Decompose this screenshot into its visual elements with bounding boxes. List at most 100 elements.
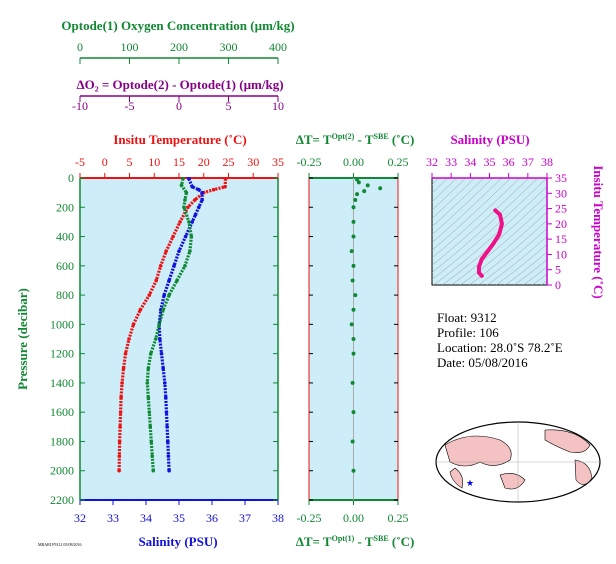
oxygen-point bbox=[149, 439, 154, 444]
salinity-point bbox=[177, 249, 181, 253]
temperature-point bbox=[171, 234, 175, 239]
salinity-tick-label: 34 bbox=[140, 511, 152, 525]
oxygen-point bbox=[188, 249, 192, 253]
salinity-tick-label: 32 bbox=[74, 511, 86, 525]
ts-density-line bbox=[522, 266, 547, 285]
dt-point bbox=[378, 186, 383, 191]
temperature-point bbox=[154, 278, 159, 283]
salinity-point bbox=[164, 410, 169, 414]
dt-tick-label-top: -0.25 bbox=[297, 155, 322, 169]
dt-tick-label-bottom: -0.25 bbox=[297, 511, 322, 525]
pressure-tick-label: 1800 bbox=[50, 434, 74, 448]
temperature-point bbox=[119, 395, 123, 400]
ts-density-line bbox=[513, 259, 547, 285]
dt-tick-label-bottom: 0.25 bbox=[388, 511, 409, 525]
dt-top-label: ΔT= TOpt(2) - TSBE (˚C) bbox=[296, 132, 415, 147]
temperature-tick-label: 15 bbox=[173, 155, 185, 169]
dt-point bbox=[351, 337, 356, 341]
pressure-tick-label: 800 bbox=[56, 288, 74, 302]
pressure-tick-label: 600 bbox=[56, 259, 74, 273]
footer-tiny-label: MBARI F9312 05/08/2016 bbox=[38, 542, 82, 547]
oxygen-point bbox=[179, 183, 184, 188]
temperature-point bbox=[123, 351, 128, 356]
pressure-tick-label: 1200 bbox=[50, 347, 74, 361]
float-id: Float: 9312 bbox=[437, 310, 497, 325]
temperature-point bbox=[117, 468, 121, 473]
ts-point bbox=[491, 242, 495, 246]
ts-curve bbox=[476, 208, 504, 278]
salinity-point bbox=[183, 234, 188, 239]
dt-point bbox=[353, 197, 358, 202]
salinity-point bbox=[165, 439, 170, 444]
dt-point bbox=[351, 205, 356, 210]
temperature-tick-label: 35 bbox=[272, 155, 284, 169]
ts-point bbox=[477, 265, 481, 269]
temperature-point bbox=[223, 176, 228, 181]
dt-point bbox=[365, 183, 370, 188]
salinity-point bbox=[193, 212, 198, 217]
location: Location: 28.0˚S 78.2˚E bbox=[437, 340, 563, 355]
oxygen-point bbox=[183, 264, 187, 268]
dt-point bbox=[353, 293, 358, 298]
delta-o2-tick-label: 5 bbox=[226, 99, 232, 113]
main-panel bbox=[79, 177, 279, 501]
oxygen-point bbox=[182, 205, 186, 210]
oxygen-point bbox=[147, 410, 152, 414]
delta-o2-tick-label: 0 bbox=[176, 99, 182, 113]
world-map: ★ bbox=[435, 421, 601, 503]
oxygen-point bbox=[150, 454, 155, 458]
pressure-tick-label: 2000 bbox=[50, 464, 74, 478]
ts-x-tick-label: 32 bbox=[426, 155, 438, 169]
salinity-tick-label: 37 bbox=[239, 511, 251, 525]
oxygen-tick-label: 200 bbox=[170, 40, 188, 54]
temperature-point bbox=[147, 293, 152, 297]
dt-point bbox=[351, 234, 356, 239]
ts-density-line bbox=[540, 280, 547, 285]
ts-density-line bbox=[432, 186, 547, 285]
ts-x-tick-label: 37 bbox=[522, 155, 534, 169]
salinity-point bbox=[161, 366, 165, 371]
salinity-tick-label: 35 bbox=[173, 511, 185, 525]
dt-point bbox=[355, 192, 360, 197]
salinity-point bbox=[159, 351, 164, 356]
dt-point bbox=[362, 189, 367, 194]
temperature-point bbox=[131, 322, 136, 327]
ts-point bbox=[477, 271, 481, 275]
dt-tick-label-top: 0.25 bbox=[388, 155, 409, 169]
temperature-point bbox=[138, 307, 143, 312]
salinity-point bbox=[187, 176, 191, 181]
ts-x-tick-label: 36 bbox=[503, 155, 515, 169]
dt-point bbox=[351, 263, 356, 268]
oxygen-tick-label: 400 bbox=[269, 40, 287, 54]
dt-point bbox=[350, 380, 355, 385]
ts-x-tick-label: 34 bbox=[464, 155, 476, 169]
dt-point bbox=[351, 307, 356, 312]
salinity-point bbox=[190, 220, 194, 224]
ts-point bbox=[497, 232, 501, 237]
temperature-point bbox=[164, 249, 168, 253]
dt-tick-label-bottom: 0.00 bbox=[343, 511, 364, 525]
oxygen-axis-label: Optode(1) Oxygen Concentration (µm/kg) bbox=[61, 18, 294, 33]
dt-point bbox=[351, 351, 356, 356]
ts-density-line bbox=[477, 228, 547, 285]
dt-point bbox=[351, 410, 356, 415]
salinity-tick-label: 36 bbox=[206, 511, 218, 525]
salinity-point bbox=[172, 264, 176, 268]
dt-point bbox=[350, 278, 355, 283]
temperature-tick-label: 25 bbox=[223, 155, 235, 169]
ts-y-tick-label: 10 bbox=[555, 247, 567, 261]
temperature-axis-label: Insitu Temperature (˚C) bbox=[113, 132, 246, 147]
oxygen-point bbox=[187, 220, 191, 224]
ts-density-line bbox=[504, 251, 547, 285]
dt-tick-label-top: 0.00 bbox=[343, 155, 364, 169]
oxygen-tick-label: 100 bbox=[121, 40, 139, 54]
ts-density-line bbox=[468, 219, 547, 285]
temperature-point bbox=[223, 184, 227, 189]
dt-point bbox=[351, 219, 356, 224]
delta-o2-tick-label: -5 bbox=[125, 99, 135, 113]
salinity-point bbox=[164, 395, 168, 400]
salinity-point bbox=[165, 425, 169, 429]
ts-temperature-label: Insitu Temperature (˚C) bbox=[591, 165, 606, 298]
salinity-axis-label: Salinity (PSU) bbox=[138, 534, 217, 549]
